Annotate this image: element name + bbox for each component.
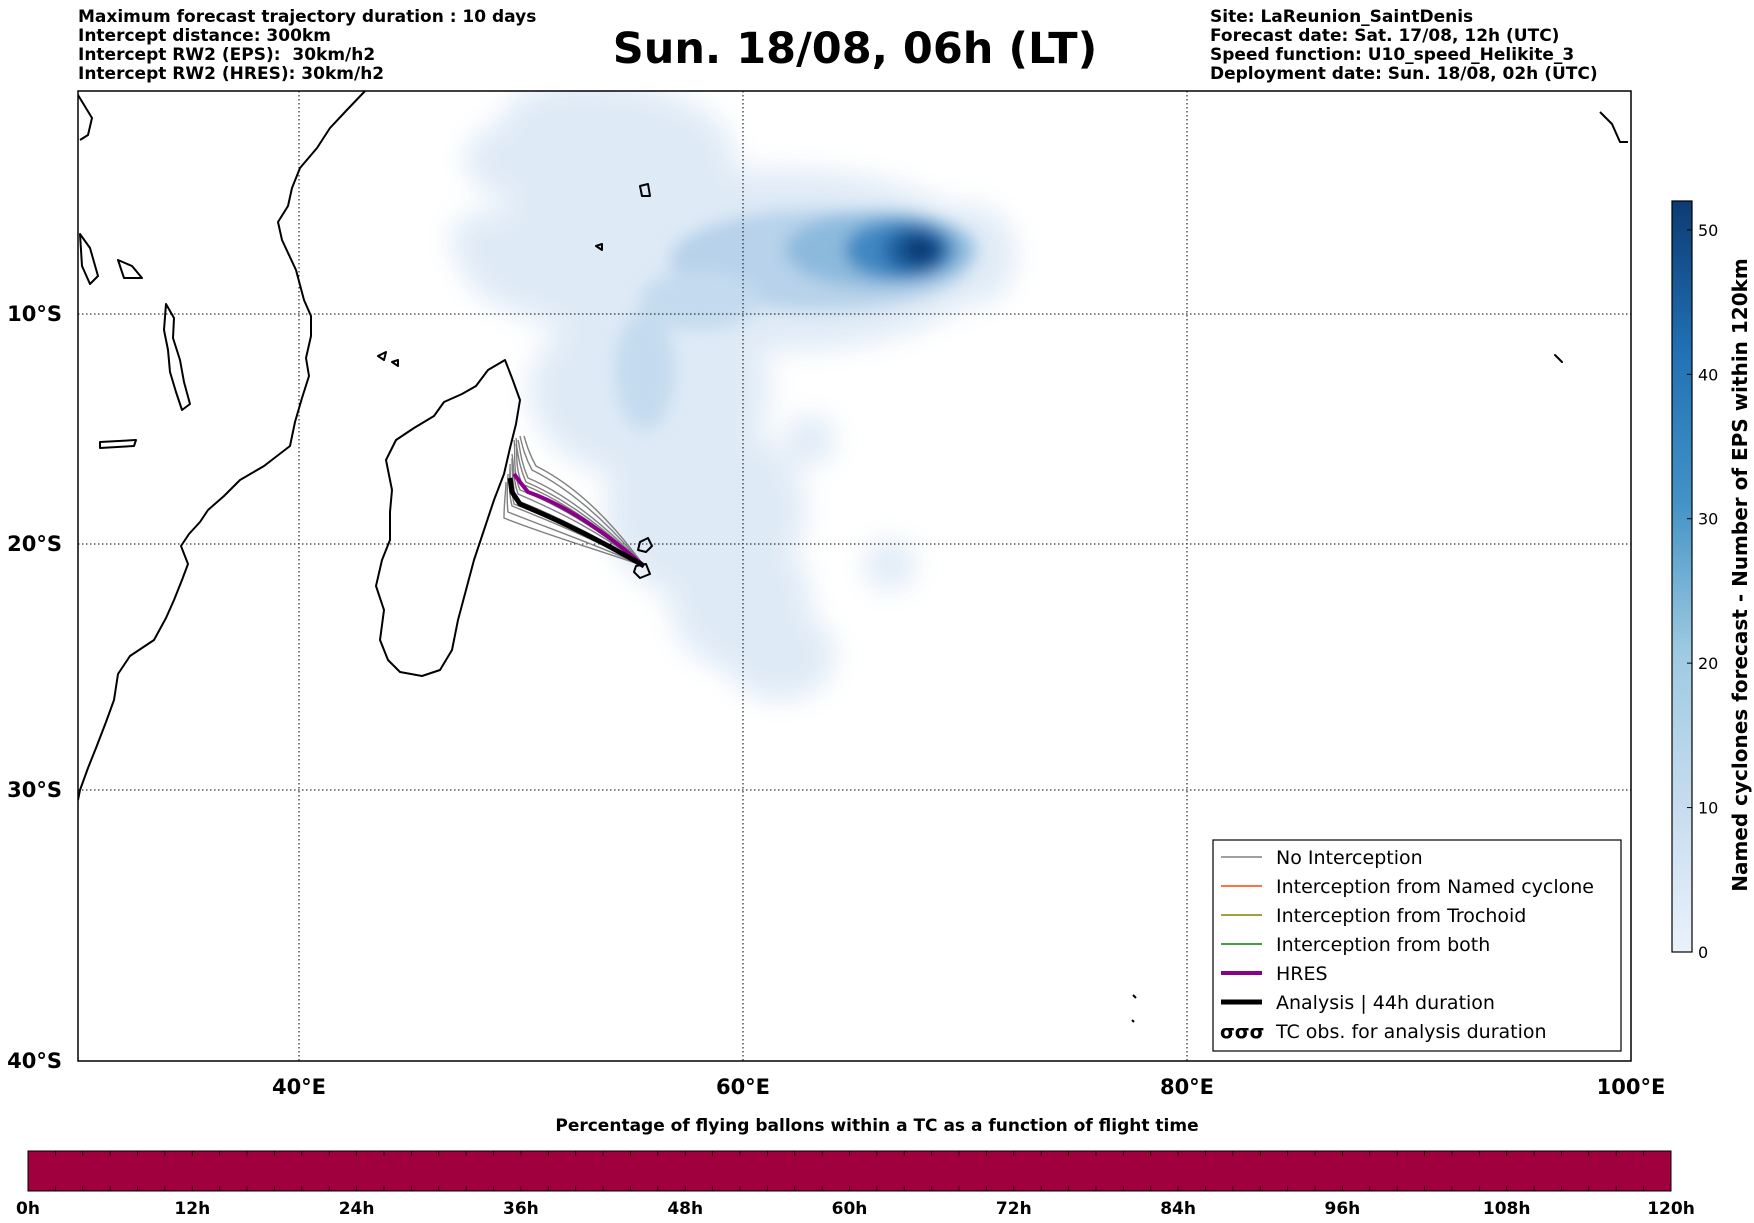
- param-intercept-hres: Intercept RW2 (HRES): 30km/h2: [78, 64, 385, 84]
- lat-label-40s: 40°S: [7, 1049, 62, 1073]
- time-tick-labels: 0h 12h 24h 36h 48h 60h 72h 84h 96h 108h 120h: [16, 1199, 1695, 1219]
- param-intercept-eps: Intercept RW2 (EPS): 30km/h2: [78, 45, 376, 65]
- page-title: Sun. 18/08, 06h (LT): [612, 24, 1098, 74]
- islands-east: [1554, 354, 1563, 363]
- lake-4: [99, 439, 137, 449]
- lake-2: [79, 233, 99, 285]
- time-tick-label: 48h: [667, 1199, 703, 1219]
- forecast-parameters: Maximum forecast trajectory duration : 1…: [78, 8, 536, 84]
- cyclone-density-field: [450, 91, 1015, 700]
- lat-label-10s: 10°S: [7, 302, 62, 326]
- time-tick-label: 84h: [1160, 1199, 1196, 1219]
- time-tick-label: 108h: [1483, 1199, 1531, 1219]
- islands-ne: [1599, 111, 1628, 143]
- colorbar-tick-label: 10: [1698, 799, 1718, 818]
- colorbar-label: Named cyclones forecast - Number of EPS …: [1728, 258, 1752, 892]
- comoros-2: [391, 359, 399, 367]
- latitude-labels: 10°S 20°S 30°S 40°S: [7, 302, 62, 1073]
- time-tick-label: 120h: [1647, 1199, 1695, 1219]
- coastlines: [78, 91, 1628, 1023]
- time-minor-ticks: [54, 1151, 1645, 1191]
- reunion-island: [637, 537, 653, 553]
- time-tick-label: 96h: [1325, 1199, 1361, 1219]
- colorbar-ticks: 0 10 20 30 40 50: [1687, 221, 1718, 962]
- legend-label: Interception from both: [1276, 934, 1490, 956]
- colorbar: 0 10 20 30 40 50 Named cyclones forecast - Nu…: [1671, 200, 1752, 962]
- mauritius-island: [639, 539, 645, 543]
- colorbar-tick-label: 20: [1698, 654, 1718, 673]
- legend-label: Interception from Named cyclone: [1276, 876, 1594, 898]
- lon-label-100e: 100°E: [1597, 1075, 1666, 1099]
- forecast-date: Forecast date: Sat. 17/08, 12h (UTC): [1210, 26, 1560, 46]
- legend: No Interception Interception from Named …: [1212, 839, 1622, 1052]
- lake-1: [163, 303, 191, 411]
- seychelles-1: [639, 183, 651, 197]
- lon-label-40e: 40°E: [272, 1075, 326, 1099]
- comoros-1: [377, 351, 387, 361]
- legend-label: Interception from Trochoid: [1276, 905, 1526, 927]
- legend-entry: Interception from both: [1221, 934, 1490, 956]
- ensemble-trajectories: [503, 435, 645, 567]
- colorbar-tick-label: 0: [1698, 943, 1708, 962]
- colorbar-gradient: [1671, 200, 1693, 953]
- flight-time-bar: 0h 12h 24h 36h 48h 60h 72h 84h 96h 108h 120h: [16, 1150, 1695, 1219]
- arabia-horn-coast: [78, 94, 93, 141]
- deployment-date: Deployment date: Sun. 18/08, 02h (UTC): [1210, 64, 1598, 84]
- longitude-labels: 40°E 60°E 80°E 100°E: [272, 1075, 1665, 1099]
- site-name: Site: LaReunion_SaintDenis: [1210, 7, 1474, 27]
- site-info: Site: LaReunion_SaintDenis Forecast date…: [1210, 8, 1598, 84]
- legend-entry: Interception from Named cyclone: [1221, 876, 1594, 898]
- legend-entry: σσσ TC obs. for analysis duration: [1220, 1021, 1547, 1043]
- speed-function: Speed function: U10_speed_Helikite_3: [1210, 45, 1575, 65]
- lake-3: [117, 259, 143, 279]
- time-tick-label: 36h: [503, 1199, 539, 1219]
- time-tick-label: 60h: [832, 1199, 868, 1219]
- islands-amsterdam-2: [1131, 1019, 1135, 1023]
- africa-coastline: [78, 91, 366, 801]
- time-tick-label: 24h: [339, 1199, 375, 1219]
- flight-time-caption: Percentage of flying ballons within a TC…: [555, 1116, 1199, 1136]
- colorbar-tick-label: 30: [1698, 510, 1718, 529]
- colorbar-tick-label: 50: [1698, 221, 1718, 240]
- tc-obs-symbol-icon: σσσ: [1220, 1021, 1264, 1043]
- legend-label: TC obs. for analysis duration: [1275, 1021, 1547, 1043]
- lon-label-60e: 60°E: [716, 1075, 770, 1099]
- analysis-trajectory: [507, 477, 646, 569]
- legend-label: Analysis | 44h duration: [1276, 992, 1495, 1014]
- legend-entry: HRES: [1221, 963, 1328, 985]
- legend-frame: [1212, 839, 1622, 1052]
- legend-label: HRES: [1276, 963, 1328, 985]
- lon-label-80e: 80°E: [1160, 1075, 1214, 1099]
- lat-label-30s: 30°S: [7, 778, 62, 802]
- time-tick-label: 0h: [16, 1199, 40, 1219]
- legend-entry: No Interception: [1221, 847, 1423, 869]
- graticule: [78, 91, 1631, 1061]
- madagascar-coastline: [375, 359, 521, 677]
- param-intercept-distance: Intercept distance: 300km: [78, 26, 331, 46]
- islands-amsterdam-1: [1132, 994, 1137, 999]
- legend-entry: Interception from Trochoid: [1221, 905, 1526, 927]
- param-duration: Maximum forecast trajectory duration : 1…: [78, 7, 537, 27]
- legend-entry: Analysis | 44h duration: [1221, 992, 1495, 1014]
- time-tick-label: 12h: [174, 1199, 210, 1219]
- map-frame: [77, 90, 1632, 1062]
- time-tick-label: 72h: [996, 1199, 1032, 1219]
- flight-time-bar-fill: [27, 1150, 1672, 1192]
- colorbar-tick-label: 40: [1698, 365, 1718, 384]
- legend-label: No Interception: [1276, 847, 1423, 869]
- lat-label-20s: 20°S: [7, 532, 62, 556]
- hres-trajectory: [512, 472, 646, 568]
- seychelles-2: [595, 243, 603, 251]
